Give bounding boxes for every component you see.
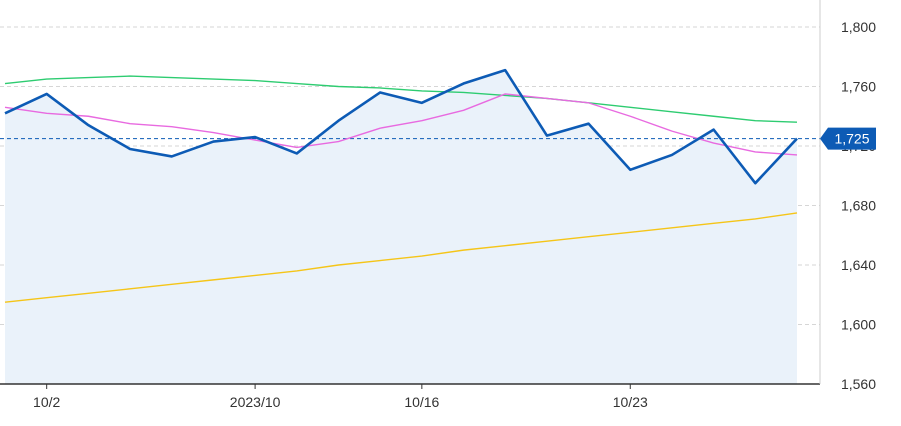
x-axis-ticks: 10/2 2023/10 10/16 10/23 [33, 384, 648, 410]
last-price-marker: 1,725 [820, 127, 876, 150]
x-tick-label: 10/16 [404, 394, 439, 410]
y-tick-label: 1,560 [841, 376, 876, 392]
series-lines [0, 68, 820, 303]
last-price-tag: 1,725 [820, 127, 876, 150]
y-tick-label: 1,640 [841, 257, 876, 273]
price-area [5, 70, 797, 384]
price-line [4, 68, 798, 185]
price-area-fill [5, 70, 797, 384]
y-tick-label: 1,600 [841, 317, 876, 333]
moving-average-line-2 [4, 75, 798, 123]
last-price-label: 1,725 [834, 131, 869, 147]
moving-average-line-1 [4, 93, 798, 156]
y-tick-label: 1,760 [841, 79, 876, 95]
x-tick-label: 10/2 [33, 394, 60, 410]
x-tick-label: 2023/10 [230, 394, 281, 410]
moving-average-line-3 [4, 212, 798, 303]
axes [0, 0, 821, 385]
y-tick-label: 1,800 [841, 19, 876, 35]
x-tick-label: 10/23 [613, 394, 648, 410]
y-tick-label: 1,680 [841, 198, 876, 214]
last-price-tag-bg [820, 127, 876, 150]
